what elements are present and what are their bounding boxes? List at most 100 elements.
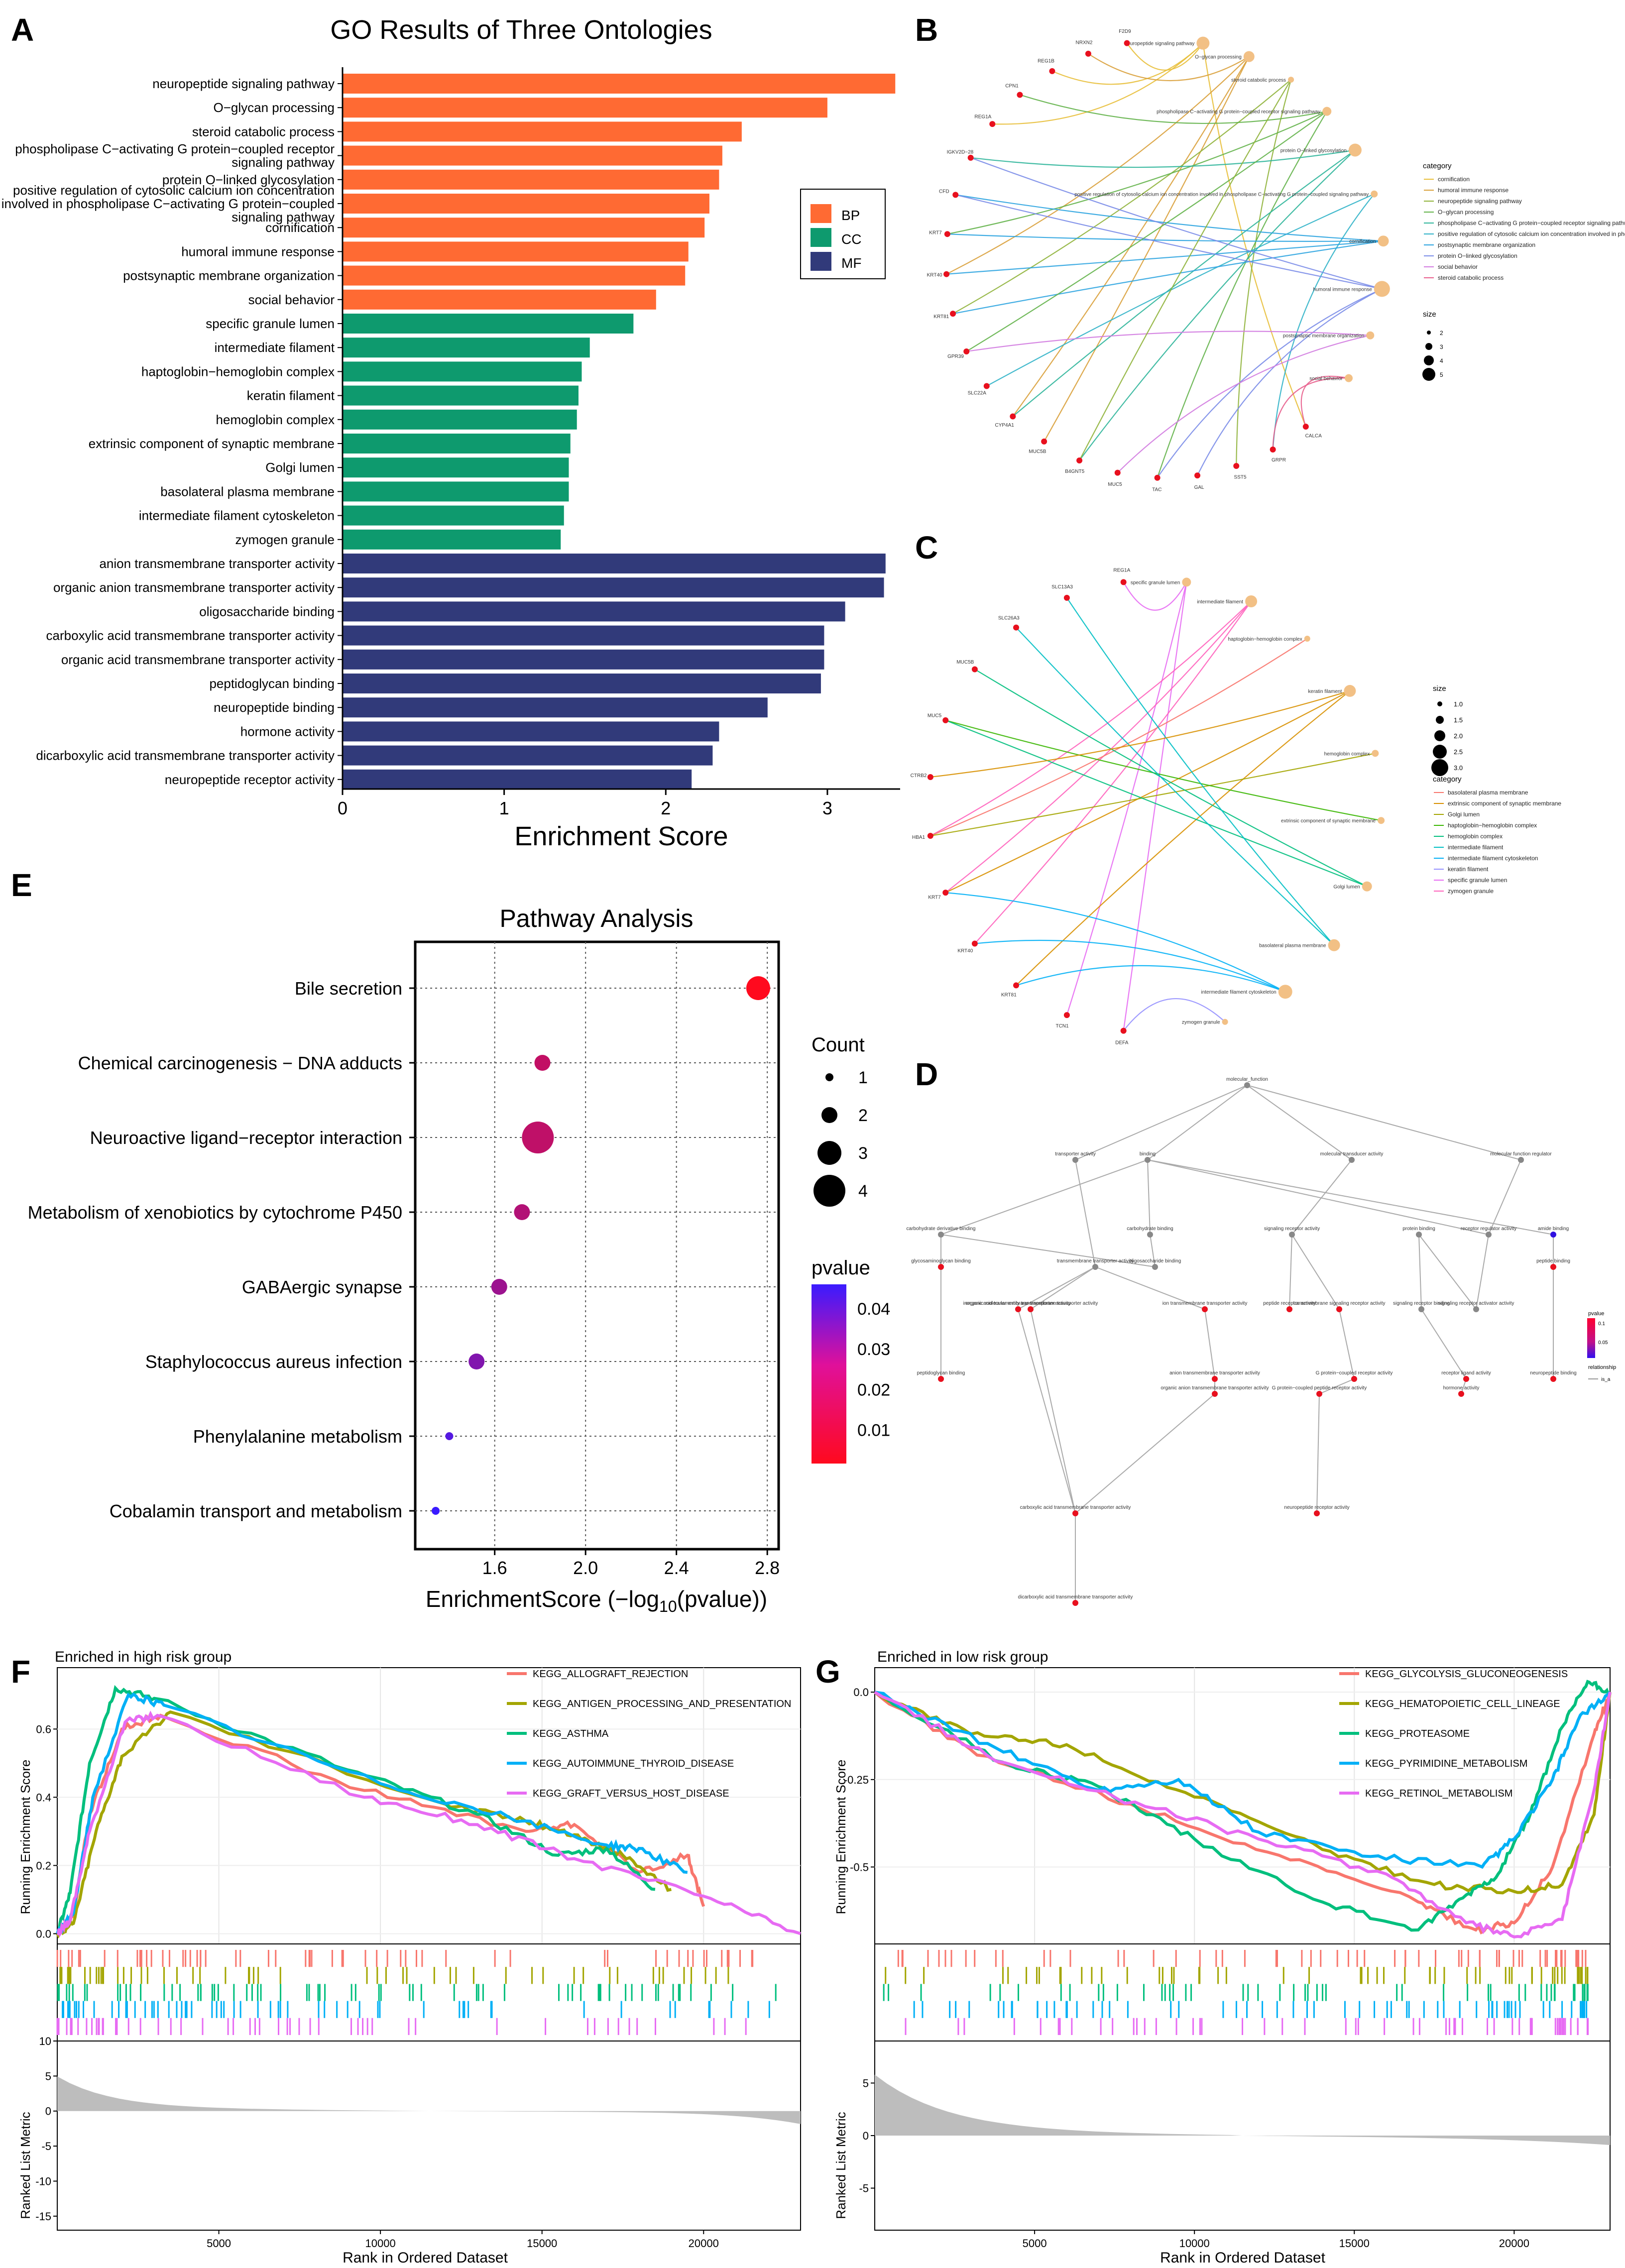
bp-gene-label: CYP4A1 <box>995 423 1014 428</box>
dag-node-label: ion transmembrane transporter activity <box>1162 1301 1248 1306</box>
bp-gene-label: GPR39 <box>947 354 964 359</box>
dag-node <box>1550 1232 1556 1238</box>
go-category-label-line: signaling pathway <box>232 210 335 225</box>
cc-edge <box>974 601 1252 944</box>
bp-edge <box>1044 56 1250 442</box>
cc-legend-size-label: 3.0 <box>1454 764 1463 772</box>
dag-edge <box>1291 1159 1352 1235</box>
count-legend-title: Count <box>812 1034 865 1056</box>
go-bar <box>343 457 569 478</box>
cc-legend-size-label: 1.5 <box>1454 716 1463 724</box>
bp-term-label: steroid catabolic process <box>1231 78 1286 83</box>
cc-edge <box>945 719 1368 887</box>
go-category-label-line: extrinsic component of synaptic membrane <box>89 436 335 451</box>
go-category-label: protein O−linked glycosylation <box>162 172 335 187</box>
pathway-category-label: Bile secretion <box>295 978 402 999</box>
go-category-label: phospholipase C−activating G protein−cou… <box>15 141 335 170</box>
gsea-es-curve <box>874 1691 1612 1938</box>
bp-legend-size-dot <box>1424 355 1434 365</box>
go-category-label-line: haptoglobin−hemoglobin complex <box>141 364 335 379</box>
pathway-count-legend: Count 1 2 3 4 <box>812 1034 868 1207</box>
dag-edge <box>940 1234 1156 1267</box>
dag-node <box>1418 1306 1424 1312</box>
cc-term-label: Golgi lumen <box>1333 885 1360 890</box>
bp-gene-node <box>1041 438 1047 445</box>
dag-node <box>1473 1306 1479 1312</box>
cc-legend-category: haptoglobin−hemoglobin complex <box>1448 822 1537 829</box>
cc-legend-size-title: size <box>1433 684 1446 693</box>
bp-gene-label: B4GNT5 <box>1065 469 1084 474</box>
dag-node <box>1015 1306 1021 1312</box>
gsea-metric-ytick-label: -5 <box>41 2140 51 2153</box>
dag-node <box>1463 1376 1469 1382</box>
dag-node <box>1416 1232 1422 1238</box>
gsea-legend-label: KEGG_GRAFT_VERSUS_HOST_DISEASE <box>533 1788 729 1799</box>
pathway-x-tick-label: 2.8 <box>755 1558 780 1578</box>
go-category-label-line: protein O−linked glycosylation <box>162 172 335 187</box>
bp-gene-node <box>943 271 950 277</box>
dag-edge <box>1291 1234 1340 1310</box>
dag-edge <box>1147 1085 1248 1160</box>
bp-gene-node <box>952 192 959 198</box>
pvalue-legend-label: 0.01 <box>857 1421 890 1440</box>
cc-edge <box>1123 581 1187 611</box>
panel-label-b: B <box>915 12 938 48</box>
cc-term-node <box>1378 817 1385 824</box>
dag-edge <box>1204 1309 1215 1379</box>
dag-node-label: glycosaminoglycan binding <box>911 1258 971 1264</box>
dag-node <box>1072 1600 1078 1606</box>
pathway-dot-plot: Pathway Analysis Bile secretion Chemical … <box>28 905 891 1615</box>
pathway-category-label: GABAergic synapse <box>242 1277 402 1297</box>
gsea-xtick-label: 5000 <box>1023 2237 1047 2250</box>
bp-legend-category: postsynaptic membrane organization <box>1438 241 1535 248</box>
go-category-label: positive regulation of cytosolic calcium… <box>1 183 335 225</box>
dag-edge <box>1075 1159 1096 1267</box>
gsea-es-ytick-label: -0.5 <box>850 1861 869 1873</box>
cc-edge <box>945 719 1382 821</box>
cc-term-label: keratin filament <box>1308 689 1342 694</box>
go-category-label-line: neuropeptide signaling pathway <box>152 76 335 91</box>
dag-node <box>938 1264 944 1270</box>
bp-term-node <box>1345 374 1353 382</box>
dag-node-label: peptide binding <box>1536 1258 1570 1264</box>
bp-edge <box>1157 288 1383 478</box>
pathway-point <box>491 1279 507 1295</box>
cc-gene-node <box>942 717 949 723</box>
bp-edge <box>952 79 1291 315</box>
dag-node-label: receptor ligand activity <box>1441 1370 1491 1376</box>
dag-edge <box>1418 1234 1477 1310</box>
dag-node-label: protein binding <box>1402 1226 1435 1232</box>
dag-node <box>1072 1157 1078 1163</box>
bp-network-legend: category size cornification humoral immun… <box>1422 162 1625 381</box>
dag-node-label: neuropeptide binding <box>1530 1370 1576 1376</box>
bp-edge <box>1020 94 1327 124</box>
go-category-label-line: basolateral plasma membrane <box>160 484 335 499</box>
gsea-xtick-label: 20000 <box>689 2237 719 2250</box>
cc-edge <box>930 638 1308 837</box>
go-category-label: peptidoglycan binding <box>209 676 335 691</box>
go-x-tick-label: 3 <box>822 798 832 818</box>
dag-legend-colorbar <box>1587 1318 1595 1358</box>
cc-gene-node <box>1063 594 1070 601</box>
pathway-category-label: Metabolism of xenobiotics by cytochrome … <box>28 1202 402 1223</box>
go-bar <box>343 625 824 646</box>
gsea-legend-label: KEGG_ANTIGEN_PROCESSING_AND_PRESENTATION <box>533 1699 791 1709</box>
cc-legend-category-title: category <box>1433 775 1462 784</box>
dag-node-label: transmembrane signaling receptor activit… <box>1293 1301 1385 1306</box>
cc-edge <box>1066 597 1335 946</box>
gsea-low-ylabel-bottom: Ranked List Metric <box>833 2112 848 2219</box>
go-category-label-line: dicarboxylic acid transmembrane transpor… <box>36 748 335 763</box>
bp-term-node <box>1374 281 1390 297</box>
gsea-low-risk: Enriched in low risk group 0.0 -0.25 -0.5 K… <box>833 1649 1612 2266</box>
go-legend: BP CC MF <box>800 189 886 279</box>
gsea-es-ytick-label: 0.0 <box>36 1928 51 1940</box>
bp-term-node <box>1378 235 1389 247</box>
cc-gene-label: KRT81 <box>1001 992 1017 998</box>
gsea-xtick-label: 10000 <box>365 2237 396 2250</box>
bp-term-label: humoral immune response <box>1313 287 1372 292</box>
pathway-category-label: Chemical carcinogenesis − DNA adducts <box>78 1053 402 1073</box>
cc-term-node <box>1304 636 1310 642</box>
go-category-label-line: intermediate filament <box>215 340 335 355</box>
gsea-high-ylabel-bottom: Ranked List Metric <box>18 2112 33 2219</box>
dag-node-label: signaling receptor activator activity <box>1438 1301 1514 1306</box>
